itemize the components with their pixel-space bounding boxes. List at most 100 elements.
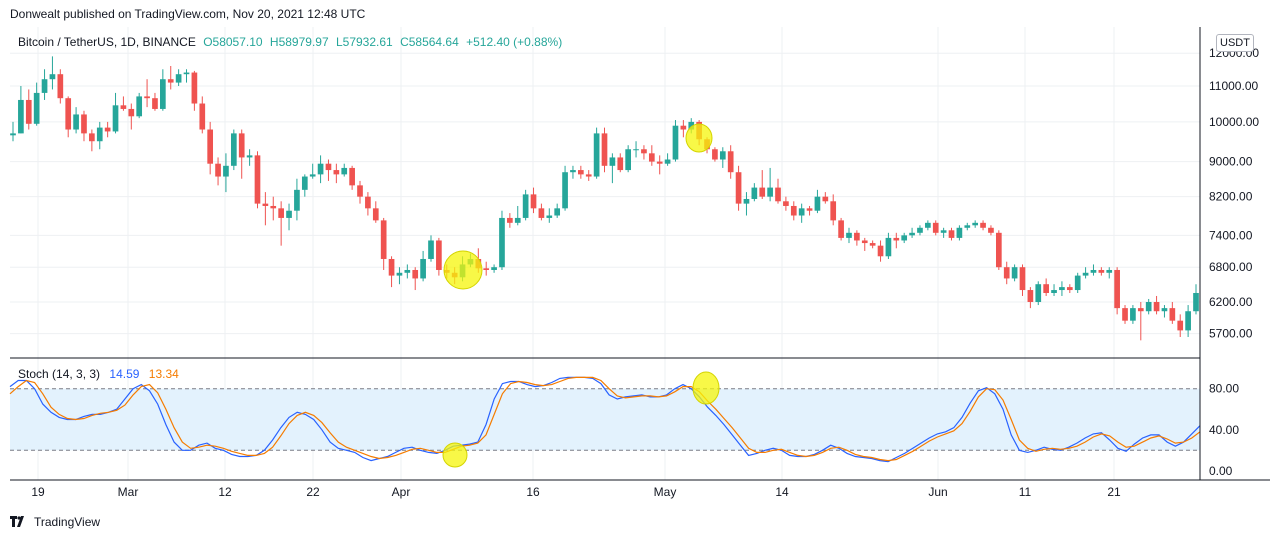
candle bbox=[412, 267, 419, 291]
price-axis[interactable]: 12000.0011000.0010000.009000.008200.0074… bbox=[1209, 46, 1259, 340]
candle bbox=[1122, 305, 1128, 324]
candle bbox=[1066, 284, 1073, 293]
candle bbox=[333, 163, 340, 184]
candle bbox=[372, 201, 379, 223]
candle bbox=[388, 256, 395, 288]
candle bbox=[522, 189, 529, 221]
candle bbox=[1106, 267, 1113, 279]
candle bbox=[57, 69, 64, 104]
candle bbox=[1114, 267, 1120, 315]
symbol-name: Bitcoin / TetherUS, 1D, BINANCE bbox=[18, 35, 196, 49]
candle bbox=[278, 201, 284, 246]
candle bbox=[262, 192, 269, 226]
candle bbox=[767, 167, 773, 202]
time-tick-label: Apr bbox=[392, 485, 411, 499]
candle bbox=[428, 235, 434, 262]
candle bbox=[885, 232, 892, 259]
price-tick-label: 7400.00 bbox=[1209, 228, 1253, 242]
candle bbox=[191, 70, 198, 111]
time-tick-label: 19 bbox=[31, 485, 45, 499]
price-tick-label: 8200.00 bbox=[1209, 190, 1253, 204]
candle bbox=[18, 86, 24, 134]
candle bbox=[357, 180, 363, 204]
candle bbox=[483, 261, 490, 276]
candle bbox=[238, 129, 245, 179]
candle bbox=[751, 183, 758, 202]
candle bbox=[877, 240, 884, 262]
change-value: +512.40 (+0.88%) bbox=[466, 35, 563, 49]
symbol-legend: Bitcoin / TetherUS, 1D, BINANCE O58057.1… bbox=[18, 35, 562, 49]
candle bbox=[420, 250, 426, 282]
stoch-d-line bbox=[9, 376, 1201, 462]
candle bbox=[246, 149, 253, 166]
candle bbox=[617, 153, 624, 173]
chart-canvas[interactable]: 12000.0011000.0010000.009000.008200.0074… bbox=[0, 27, 1280, 507]
candle bbox=[995, 230, 1002, 270]
candle bbox=[972, 220, 979, 228]
candle bbox=[1011, 264, 1018, 282]
candle bbox=[309, 163, 316, 179]
close-value: C58564.64 bbox=[400, 35, 459, 49]
price-tick-label: 5700.00 bbox=[1209, 327, 1253, 341]
time-axis[interactable]: 19 Mar 12 22 Apr 16 May 14 Jun 11 21 bbox=[31, 485, 1121, 499]
candle bbox=[380, 217, 387, 270]
candle bbox=[167, 65, 174, 90]
candle bbox=[1043, 278, 1049, 296]
candle bbox=[783, 196, 789, 211]
candle bbox=[861, 237, 868, 251]
candle bbox=[530, 187, 537, 214]
candle bbox=[633, 141, 639, 158]
candle bbox=[1074, 272, 1081, 293]
candle bbox=[893, 232, 900, 249]
candle bbox=[89, 129, 95, 152]
footer-brand[interactable]: TradingView bbox=[34, 515, 101, 529]
stoch-tick-label: 40.00 bbox=[1209, 423, 1239, 437]
candle bbox=[988, 225, 994, 236]
stoch-legend: Stoch (14, 3, 3) 14.59 13.34 bbox=[18, 367, 179, 381]
candle bbox=[1059, 281, 1065, 296]
candle bbox=[1082, 267, 1089, 279]
candle bbox=[554, 203, 561, 218]
currency-button[interactable]: USDT bbox=[1216, 34, 1254, 52]
candle bbox=[341, 163, 348, 177]
candle bbox=[925, 220, 931, 231]
candle bbox=[1161, 305, 1168, 318]
candle bbox=[538, 203, 545, 221]
highlight-marker bbox=[442, 442, 468, 468]
candle bbox=[735, 165, 742, 211]
candle bbox=[672, 120, 679, 162]
publisher-banner: Donwealt published on TradingView.com, N… bbox=[10, 7, 366, 21]
candle bbox=[514, 205, 521, 226]
stoch-d-value: 13.34 bbox=[148, 367, 179, 381]
time-tick-label: Mar bbox=[118, 485, 139, 499]
candle bbox=[838, 217, 844, 241]
candle bbox=[1193, 284, 1199, 315]
candle bbox=[1137, 302, 1144, 341]
footer: TradingView bbox=[10, 515, 100, 529]
candle bbox=[183, 69, 190, 83]
candle bbox=[593, 127, 600, 179]
candle bbox=[854, 230, 860, 246]
candle bbox=[160, 69, 166, 111]
stoch-tick-label: 0.00 bbox=[1209, 464, 1233, 478]
candle bbox=[136, 92, 143, 119]
price-tick-label: 6800.00 bbox=[1209, 260, 1253, 274]
candle bbox=[578, 165, 584, 179]
price-tick-label: 10000.00 bbox=[1209, 115, 1259, 129]
candle bbox=[33, 82, 40, 126]
candle bbox=[585, 170, 592, 181]
stoch-k-value: 14.59 bbox=[109, 367, 140, 381]
candle bbox=[507, 213, 513, 228]
time-tick-label: Jun bbox=[928, 485, 947, 499]
time-tick-label: May bbox=[654, 485, 677, 499]
price-tick-label: 6200.00 bbox=[1209, 295, 1253, 309]
candle bbox=[1098, 267, 1105, 276]
candle bbox=[609, 153, 616, 184]
candle bbox=[128, 103, 135, 130]
candle bbox=[1130, 305, 1136, 324]
candle bbox=[964, 222, 971, 231]
candle bbox=[1145, 298, 1152, 315]
candle bbox=[96, 121, 103, 150]
stoch-axis[interactable]: 80.00 40.00 0.00 bbox=[1209, 382, 1239, 478]
candle bbox=[680, 120, 687, 138]
